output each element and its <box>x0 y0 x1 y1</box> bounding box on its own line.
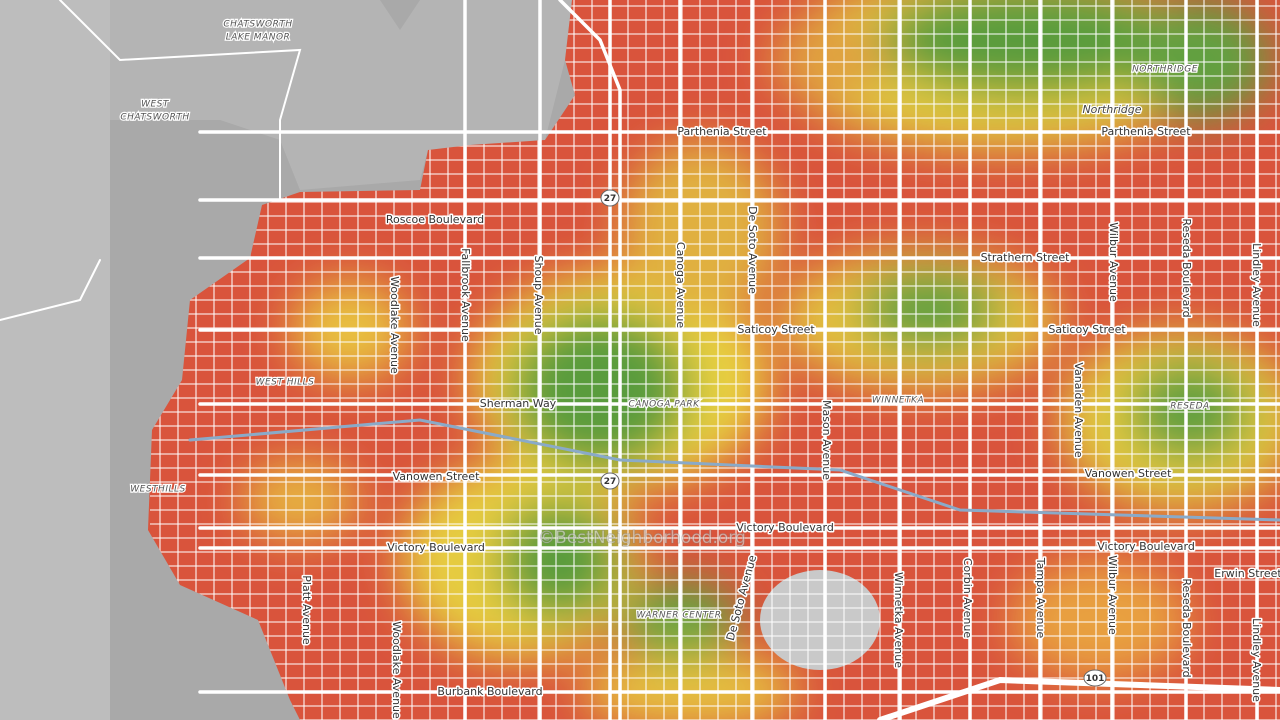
map-label: Mason Avenue <box>820 400 833 480</box>
map-label: Wilbur Avenue <box>1106 555 1119 635</box>
map-label: Wilbur Avenue <box>1107 222 1120 302</box>
map-label: Vanowen Street <box>393 470 480 483</box>
river <box>188 418 1280 522</box>
map-label: Saticoy Street <box>1048 323 1126 336</box>
highway <box>558 0 622 720</box>
route-number: 27 <box>604 194 617 204</box>
map-label: Winnetka Avenue <box>892 572 905 668</box>
map-label: NORTHRIDGE <box>1132 65 1198 75</box>
map-label: Vanowen Street <box>1085 467 1172 480</box>
map-label: Burbank Boulevard <box>437 685 542 698</box>
map-label: LAKE MANOR <box>226 33 291 43</box>
heat-blob <box>860 270 1000 350</box>
map-label: Woodlake Avenue <box>388 276 401 374</box>
heat-blob <box>1130 360 1250 460</box>
map-label: Shoup Avenue <box>532 255 545 334</box>
map-label: WINNETKA <box>872 396 924 406</box>
map-label: De Soto Avenue <box>746 206 759 294</box>
map-label: ©BestNeighborhood.org <box>538 528 746 548</box>
route-shield <box>600 189 620 207</box>
map-label: RESEDA <box>1170 402 1209 412</box>
map-label: Corbin Avenue <box>961 558 974 639</box>
park-area <box>110 0 572 190</box>
route-shield <box>600 472 620 490</box>
map-label: Platt Avenue <box>300 575 313 645</box>
map-label: WEST <box>141 100 170 110</box>
map-label: Northridge <box>1082 103 1141 116</box>
map-label: WEST HILLS <box>256 378 315 388</box>
heat-blob <box>770 20 890 100</box>
hills-area <box>0 0 110 720</box>
map-label: Roscoe Boulevard <box>386 213 484 226</box>
map-label: WARNER CENTER <box>636 611 721 621</box>
map-label: CHATSWORTH <box>223 20 292 30</box>
heat-blob <box>580 650 800 720</box>
map-label: Reseda Boulevard <box>1180 218 1193 317</box>
route-number: 101 <box>1086 674 1105 684</box>
map-label: WESTHILLS <box>130 485 185 495</box>
map-label: Strathern Street <box>981 251 1071 264</box>
map-label: Fallbrook Avenue <box>459 248 472 342</box>
heat-blob <box>500 500 620 620</box>
map-label: Sherman Way <box>480 397 557 410</box>
map-label: Victory Boulevard <box>736 521 834 534</box>
heat-blob <box>880 0 1180 95</box>
map-label: Woodlake Avenue <box>390 621 403 719</box>
map-label: Tampa Avenue <box>1034 557 1047 639</box>
map-label: CHATSWORTH <box>120 113 189 123</box>
map-label: Canoga Avenue <box>674 242 687 328</box>
hill-road <box>0 0 302 321</box>
map-label: Erwin Street <box>1214 567 1280 580</box>
map-label: Reseda Boulevard <box>1180 578 1193 677</box>
heat-blob <box>510 310 690 470</box>
map-label: Victory Boulevard <box>387 541 485 554</box>
freeway <box>877 676 1280 720</box>
labels: CHATSWORTH LAKE MANOR WEST CHATSWORTH NORTHR… <box>119 18 1280 720</box>
map-label: Lindley Avenue <box>1250 243 1263 327</box>
map-label: Vanalden Avenue <box>1072 362 1085 457</box>
map-label: Parthenia Street <box>1101 125 1191 138</box>
route-number: 27 <box>604 477 617 487</box>
map-label: Lindley Avenue <box>1250 618 1263 702</box>
map-label: Parthenia Street <box>677 125 767 138</box>
map-label: Victory Boulevard <box>1097 540 1195 553</box>
route-shield <box>1083 669 1107 687</box>
heat-blob <box>240 460 360 540</box>
heat-blob <box>1130 0 1270 120</box>
map-label: Saticoy Street <box>737 323 815 336</box>
map-label: CANOGA PARK <box>628 400 700 410</box>
